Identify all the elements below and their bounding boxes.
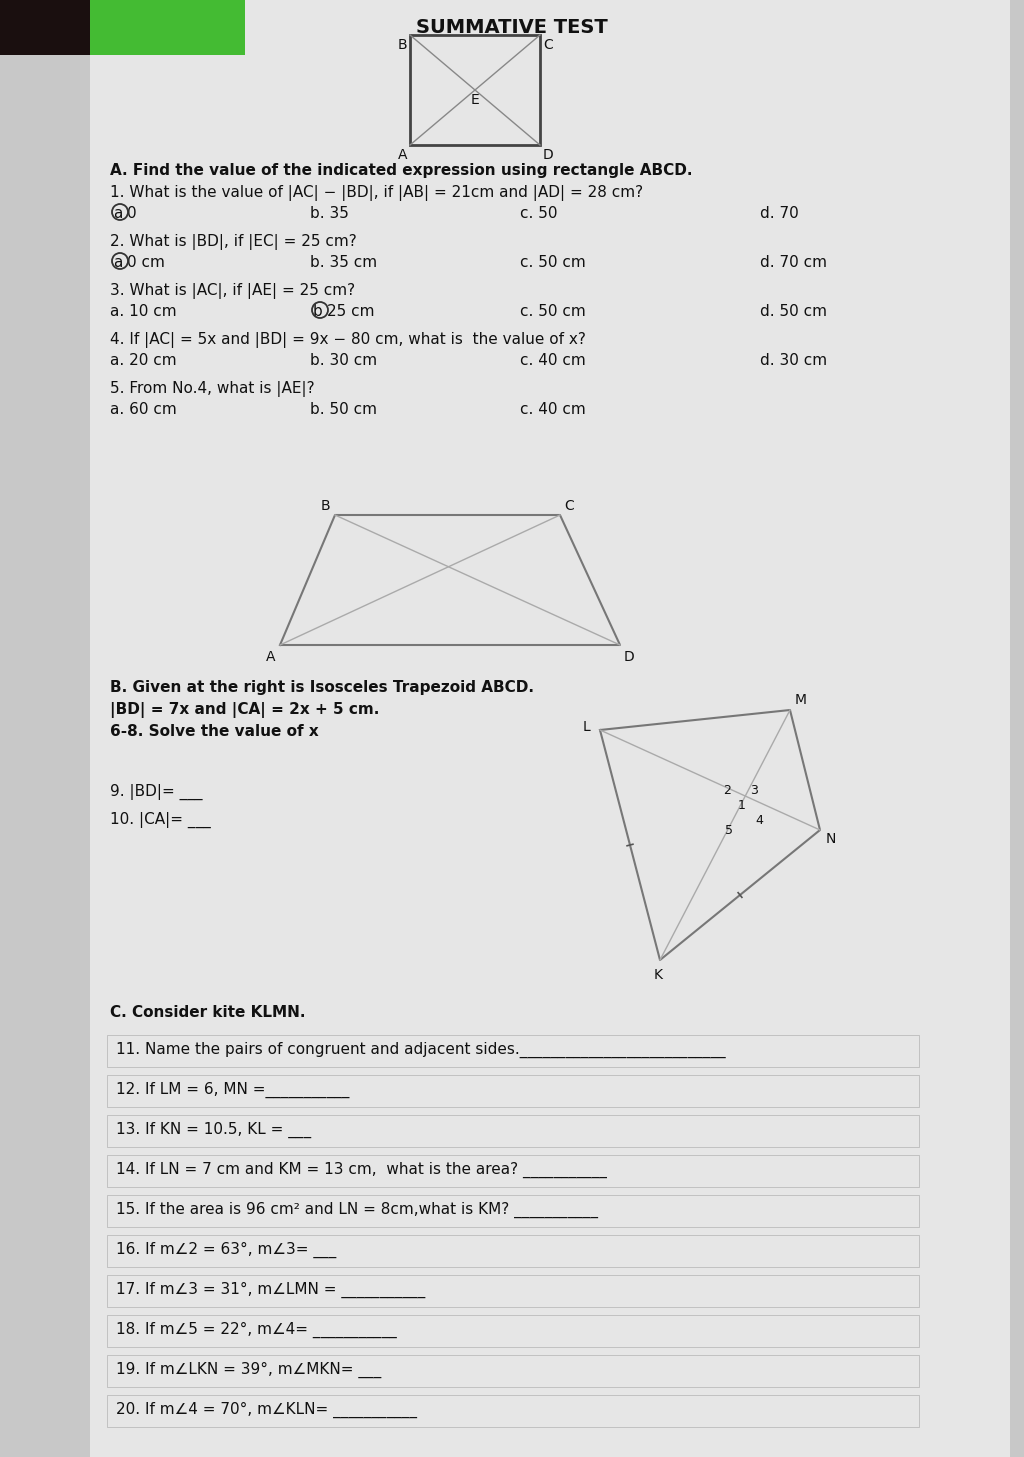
FancyBboxPatch shape	[90, 0, 245, 55]
Text: a: a	[113, 255, 123, 270]
FancyBboxPatch shape	[90, 0, 1010, 1457]
Text: 1: 1	[737, 798, 745, 812]
Text: 15. If the area is 96 cm² and LN = 8cm,what is KM? ___________: 15. If the area is 96 cm² and LN = 8cm,w…	[116, 1202, 598, 1218]
Text: b. 50 cm: b. 50 cm	[310, 402, 377, 417]
FancyBboxPatch shape	[0, 0, 230, 55]
Text: C: C	[543, 38, 553, 52]
Text: a. 60 cm: a. 60 cm	[110, 402, 177, 417]
Text: 12. If LM = 6, MN =___________: 12. If LM = 6, MN =___________	[116, 1083, 349, 1099]
Text: d. 30 cm: d. 30 cm	[760, 353, 827, 369]
Text: 0: 0	[127, 205, 136, 221]
Text: c. 50 cm: c. 50 cm	[520, 255, 586, 270]
Text: 6-8. Solve the value of x: 6-8. Solve the value of x	[110, 724, 318, 739]
Text: c. 50: c. 50	[520, 205, 557, 221]
Text: |BD| = 7x and |CA| = 2x + 5 cm.: |BD| = 7x and |CA| = 2x + 5 cm.	[110, 702, 379, 718]
Text: 0 cm: 0 cm	[127, 255, 165, 270]
Text: d. 70 cm: d. 70 cm	[760, 255, 827, 270]
Text: A. Find the value of the indicated expression using rectangle ABCD.: A. Find the value of the indicated expre…	[110, 163, 692, 178]
Text: A: A	[397, 149, 407, 162]
Text: 17. If m∠3 = 31°, m∠LMN = ___________: 17. If m∠3 = 31°, m∠LMN = ___________	[116, 1282, 425, 1298]
Text: 18. If m∠5 = 22°, m∠4= ___________: 18. If m∠5 = 22°, m∠4= ___________	[116, 1321, 396, 1338]
Text: b. 35 cm: b. 35 cm	[310, 255, 377, 270]
Text: d. 50 cm: d. 50 cm	[760, 305, 827, 319]
Text: 1. What is the value of |AC| − |BD|, if |AB| = 21cm and |AD| = 28 cm?: 1. What is the value of |AC| − |BD|, if …	[110, 185, 643, 201]
Text: c. 50 cm: c. 50 cm	[520, 305, 586, 319]
Text: 10. |CA|= ___: 10. |CA|= ___	[110, 812, 211, 828]
Text: a. 20 cm: a. 20 cm	[110, 353, 176, 369]
Text: d. 70: d. 70	[760, 205, 799, 221]
Text: L: L	[583, 720, 590, 734]
Text: a: a	[113, 205, 123, 221]
Text: C. Consider kite KLMN.: C. Consider kite KLMN.	[110, 1005, 305, 1020]
Text: 5: 5	[725, 825, 733, 836]
Text: E: E	[471, 93, 479, 106]
Text: 14. If LN = 7 cm and KM = 13 cm,  what is the area? ___________: 14. If LN = 7 cm and KM = 13 cm, what is…	[116, 1163, 607, 1179]
Text: 19. If m∠LKN = 39°, m∠MKN= ___: 19. If m∠LKN = 39°, m∠MKN= ___	[116, 1362, 381, 1378]
Text: 13. If KN = 10.5, KL = ___: 13. If KN = 10.5, KL = ___	[116, 1122, 311, 1138]
Text: c. 40 cm: c. 40 cm	[520, 353, 586, 369]
Text: A: A	[265, 650, 275, 664]
Text: 3: 3	[751, 784, 758, 797]
Text: SUMMATIVE TEST: SUMMATIVE TEST	[416, 17, 608, 36]
Text: b: b	[313, 305, 323, 319]
Text: 5. From No.4, what is |AE|?: 5. From No.4, what is |AE|?	[110, 380, 314, 396]
Text: 3. What is |AC|, if |AE| = 25 cm?: 3. What is |AC|, if |AE| = 25 cm?	[110, 283, 355, 299]
Text: D: D	[543, 149, 554, 162]
Text: 2. What is |BD|, if |EC| = 25 cm?: 2. What is |BD|, if |EC| = 25 cm?	[110, 235, 356, 251]
Text: a. 10 cm: a. 10 cm	[110, 305, 176, 319]
Text: b. 35: b. 35	[310, 205, 349, 221]
Text: B: B	[397, 38, 407, 52]
Text: B. Given at the right is Isosceles Trapezoid ABCD.: B. Given at the right is Isosceles Trape…	[110, 680, 534, 695]
Text: K: K	[653, 967, 663, 982]
Text: M: M	[795, 694, 807, 707]
Text: 2: 2	[723, 784, 731, 797]
Text: 9. |BD|= ___: 9. |BD|= ___	[110, 784, 203, 800]
Text: B: B	[321, 498, 330, 513]
Text: C: C	[564, 498, 573, 513]
Text: 4: 4	[756, 814, 763, 828]
Text: c. 40 cm: c. 40 cm	[520, 402, 586, 417]
Text: 4. If |AC| = 5x and |BD| = 9x − 80 cm, what is  the value of x?: 4. If |AC| = 5x and |BD| = 9x − 80 cm, w…	[110, 332, 586, 348]
Text: b. 30 cm: b. 30 cm	[310, 353, 377, 369]
Text: 11. Name the pairs of congruent and adjacent sides.___________________________: 11. Name the pairs of congruent and adja…	[116, 1042, 726, 1058]
Text: N: N	[826, 832, 837, 847]
Bar	[410, 35, 540, 146]
Text: 25 cm: 25 cm	[327, 305, 375, 319]
Text: 20. If m∠4 = 70°, m∠KLN= ___________: 20. If m∠4 = 70°, m∠KLN= ___________	[116, 1402, 417, 1418]
Text: 16. If m∠2 = 63°, m∠3= ___: 16. If m∠2 = 63°, m∠3= ___	[116, 1241, 336, 1259]
Text: D: D	[624, 650, 635, 664]
